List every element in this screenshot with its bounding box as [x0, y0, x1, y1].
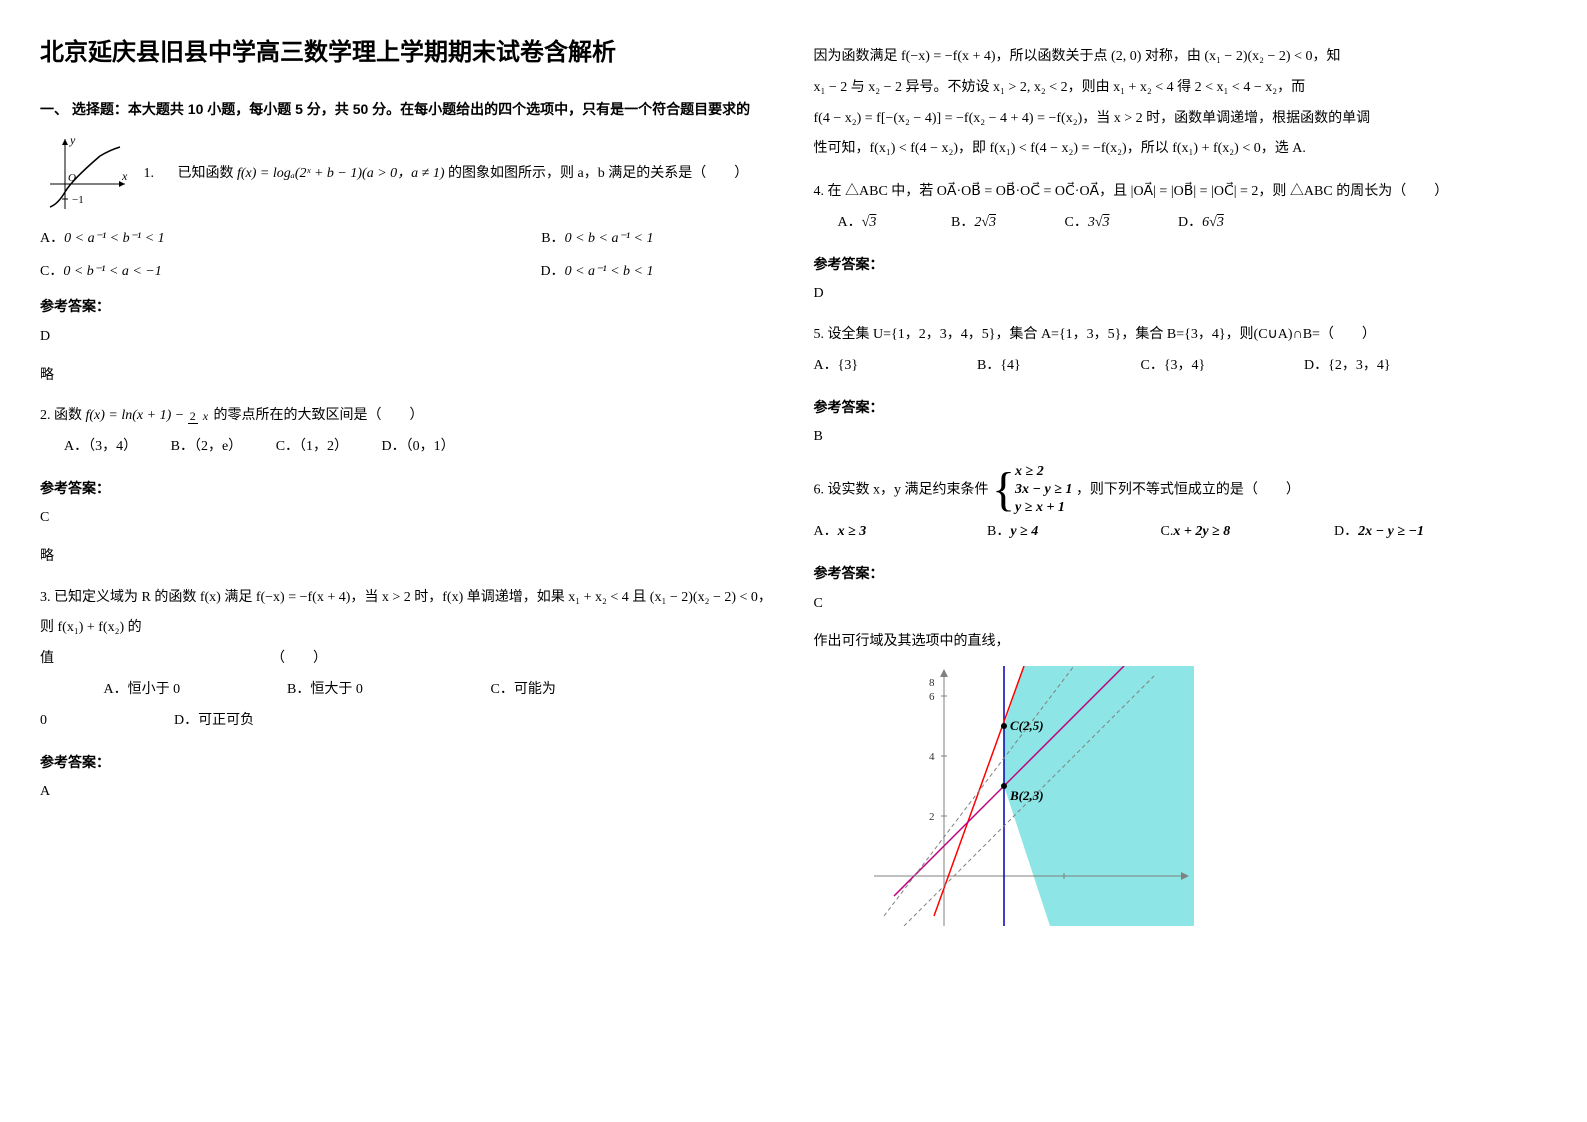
q1-answer: D — [40, 324, 774, 351]
q3-optD: D．可正可负 — [174, 713, 254, 728]
q6-piece2: 3x − y ≥ 1 — [1015, 481, 1072, 499]
q2-stem-prefix: 2. 函数 — [40, 408, 82, 423]
question-2: 2. 函数 f(x) = ln(x + 1) − 2 x 的零点所在的大致区间是… — [40, 401, 774, 463]
q4-optD-label: D． — [1178, 215, 1202, 230]
q1-optD-label: D． — [540, 264, 564, 279]
q3-exp-line4: 性可知，f(x₁) < f(4 − x₂)，即 f(x₁) < f(4 − x₂… — [814, 134, 1548, 165]
q6-optA-label: A． — [814, 524, 838, 539]
q5-optD: D．{2，3，4} — [1304, 358, 1391, 373]
q4-optC: 3√3 — [1088, 215, 1110, 230]
origin-label: O — [68, 172, 76, 184]
svg-text:6: 6 — [929, 691, 935, 703]
q6-graph: 2 4 6 C(2,5) — [874, 666, 1548, 937]
q6-optC-label: C. — [1161, 524, 1174, 539]
svg-text:2: 2 — [929, 811, 935, 823]
q5-optA: A．{3} — [814, 351, 974, 382]
svg-text:4: 4 — [929, 751, 935, 763]
q6-piecewise: { x ≥ 2 3x − y ≥ 1 y ≥ x + 1 — [992, 463, 1072, 518]
pointB-label: B(2,3) — [1009, 788, 1044, 803]
q4-optB-label: B． — [951, 215, 974, 230]
q6-optB: y ≥ 4 — [1010, 524, 1038, 539]
q6-answer-label: 参考答案： — [814, 560, 1548, 587]
question-3: 3. 已知定义域为 R 的函数 f(x) 满足 f(−x) = −f(x + 4… — [40, 583, 774, 737]
x-axis-label: x — [121, 169, 128, 183]
q5-answer: B — [814, 424, 1548, 451]
q2-frac-num: 2 — [188, 409, 198, 424]
q6-optB-label: B． — [987, 524, 1010, 539]
q4-optC-label: C． — [1065, 215, 1088, 230]
pointC-label: C(2,5) — [1010, 718, 1044, 733]
q5-optB: B．{4} — [977, 351, 1137, 382]
q2-optB: B．（2，e） — [171, 439, 243, 454]
q1-optA: 0 < a⁻¹ < b⁻¹ < 1 — [64, 231, 165, 246]
q3-exp-line2: x₁ − 2 与 x₂ − 2 异号。不妨设 x₁ > 2, x₂ < 2，则由… — [814, 73, 1548, 104]
q6-stem-suffix: ，则下列不等式恒成立的是（ ） — [1076, 482, 1300, 497]
svg-text:8: 8 — [929, 677, 935, 689]
minus1-label: −1 — [72, 194, 84, 206]
q4-optA-label: A． — [838, 215, 862, 230]
section-1-header: 一、 选择题：本大题共 10 小题，每小题 5 分，共 50 分。在每小题给出的… — [40, 96, 774, 123]
q1-stem-prefix: 1. — [144, 166, 155, 181]
q3-exp-line3: f(4 − x₂) = f[−(x₂ − 4)] = −f(x₂ − 4 + 4… — [814, 104, 1548, 135]
question-5: 5. 设全集 U={1，2，3，4，5}，集合 A={1，3，5}，集合 B={… — [814, 320, 1548, 382]
question-4: 4. 在 △ABC 中，若 OA⃗·OB⃗ = OB⃗·OC⃗ = OC⃗·OA… — [814, 177, 1548, 239]
q6-optD-label: D． — [1334, 524, 1358, 539]
q6-answer: C — [814, 591, 1548, 618]
q5-answer-label: 参考答案： — [814, 394, 1548, 421]
q6-stem-prefix: 6. 设实数 x，y 满足约束条件 — [814, 482, 989, 497]
q4-optD: 6√3 — [1202, 215, 1224, 230]
q1-answer-label: 参考答案： — [40, 293, 774, 320]
q3-optA: A．恒小于 0 — [104, 675, 284, 706]
q3-answer: A — [40, 779, 774, 806]
q2-answer: C — [40, 505, 774, 532]
q3-answer-label: 参考答案： — [40, 749, 774, 776]
q3-optC: C．可能为 — [491, 682, 556, 697]
q1-optD: 0 < a⁻¹ < b < 1 — [565, 264, 654, 279]
q4-answer: D — [814, 281, 1548, 308]
q4-stem: 4. 在 △ABC 中，若 OA⃗·OB⃗ = OB⃗·OC⃗ = OC⃗·OA… — [814, 177, 1548, 208]
q5-stem: 5. 设全集 U={1，2，3，4，5}，集合 A={1，3，5}，集合 B={… — [814, 320, 1548, 351]
q2-note: 略 — [40, 544, 774, 571]
q2-formula-lhs: f(x) = ln(x + 1) − — [86, 408, 185, 423]
q2-optD: D．（0，1） — [382, 439, 455, 454]
y-axis-label: y — [69, 134, 76, 147]
q2-answer-label: 参考答案： — [40, 475, 774, 502]
q4-answer-label: 参考答案： — [814, 251, 1548, 278]
q3-line2: 值 （ ） — [40, 644, 774, 675]
q1-optB-label: B． — [541, 231, 564, 246]
q3-explanation: 因为函数满足 f(−x) = −f(x + 4)，所以函数关于点 (2, 0) … — [814, 42, 1548, 165]
q3-optC-line2: 0 — [40, 713, 47, 728]
q5-optC: C．{3，4} — [1141, 351, 1301, 382]
q6-optD: 2x − y ≥ −1 — [1358, 524, 1424, 539]
q6-optA: x ≥ 3 — [838, 524, 867, 539]
q4-optB: 2√3 — [974, 215, 996, 230]
q1-optC-label: C． — [40, 264, 63, 279]
q2-optC: C．（1，2） — [276, 439, 348, 454]
question-1: y x O −1 1. 已知函数 f(x) = logₐ(2ˣ + b − 1)… — [40, 134, 774, 214]
q6-piece3: y ≥ x + 1 — [1015, 499, 1072, 517]
q3-exp-line1: 因为函数满足 f(−x) = −f(x + 4)，所以函数关于点 (2, 0) … — [814, 42, 1548, 73]
q4-optA: √3 — [862, 215, 877, 230]
q2-stem-suffix: 的零点所在的大致区间是（ ） — [214, 408, 424, 423]
q1-graph: y x O −1 — [40, 134, 130, 214]
q2-frac-den: x — [201, 409, 210, 423]
q1-note: 略 — [40, 363, 774, 390]
q1-stem-suffix: 的图象如图所示，则 a，b 满足的关系是（ ） — [448, 166, 748, 181]
q6-note: 作出可行域及其选项中的直线， — [814, 629, 1548, 656]
q1-optC: 0 < b⁻¹ < a < −1 — [63, 264, 161, 279]
q1-stem-mid: 已知函数 — [178, 166, 234, 181]
q3-optB: B．恒大于 0 — [287, 675, 487, 706]
q3-stem: 3. 已知定义域为 R 的函数 f(x) 满足 f(−x) = −f(x + 4… — [40, 583, 774, 645]
q2-optA: A．（3，4） — [64, 439, 137, 454]
q1-formula: f(x) = logₐ(2ˣ + b − 1)(a > 0，a ≠ 1) — [237, 166, 444, 181]
q1-optA-label: A． — [40, 231, 64, 246]
q6-piece1: x ≥ 2 — [1015, 463, 1072, 481]
page-title: 北京延庆县旧县中学高三数学理上学期期末试卷含解析 — [40, 30, 774, 76]
question-6: 6. 设实数 x，y 满足约束条件 { x ≥ 2 3x − y ≥ 1 y ≥… — [814, 463, 1548, 548]
q1-optB: 0 < b < a⁻¹ < 1 — [565, 231, 654, 246]
q6-optC: x + 2y ≥ 8 — [1173, 524, 1230, 539]
